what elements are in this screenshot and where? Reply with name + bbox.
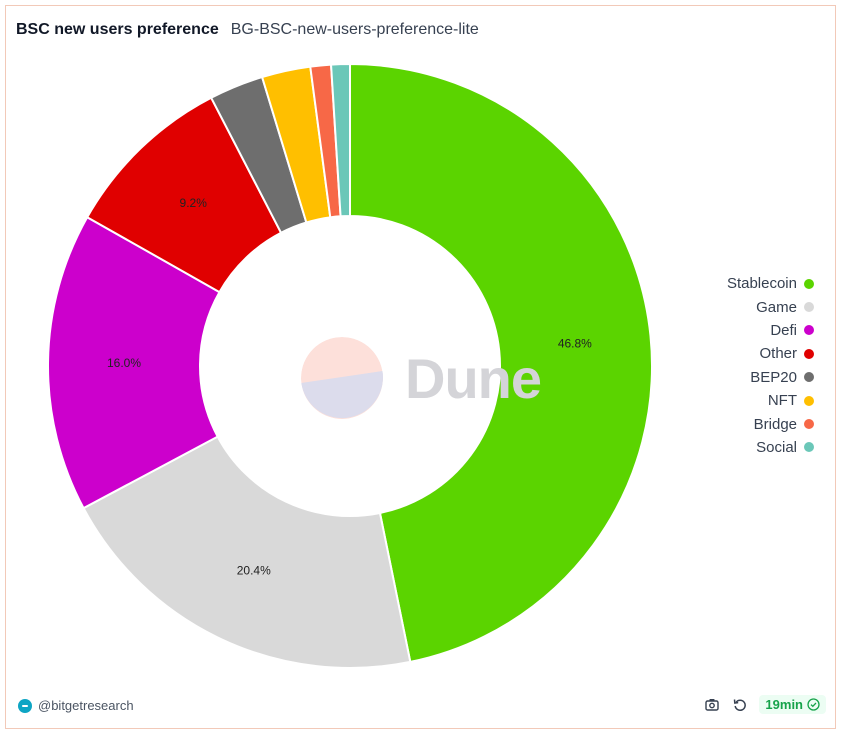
legend-item-bridge[interactable]: Bridge	[754, 412, 814, 435]
legend-item-defi[interactable]: Defi	[770, 319, 814, 342]
dune-logo-icon	[301, 337, 383, 419]
slice-label-game: 20.4%	[237, 563, 271, 577]
refresh-badge[interactable]: 19min	[759, 695, 826, 714]
legend-item-bep20[interactable]: BEP20	[750, 366, 814, 389]
legend-dot	[804, 395, 814, 406]
legend-dot	[804, 442, 814, 453]
camera-icon[interactable]	[703, 696, 721, 714]
legend-dot	[804, 302, 814, 313]
legend-dot	[804, 278, 814, 289]
legend-label: Defi	[770, 321, 797, 339]
chart-subtitle: BG-BSC-new-users-preference-lite	[230, 21, 479, 38]
legend-dot	[804, 325, 814, 336]
slice-label-other: 9.2%	[180, 196, 208, 210]
avatar	[18, 698, 32, 713]
chart-header: BSC new users preference BG-BSC-new-user…	[16, 18, 479, 42]
legend-item-social[interactable]: Social	[756, 436, 814, 459]
legend-label: NFT	[767, 392, 797, 410]
slice-defi[interactable]	[47, 215, 221, 510]
slice-label-stablecoin: 46.8%	[558, 336, 592, 350]
dune-watermark: Dune	[301, 337, 542, 419]
slice-stablecoin[interactable]	[349, 62, 653, 664]
legend-label: Stablecoin	[726, 275, 797, 293]
legend-dot	[804, 372, 814, 383]
legend-label: Social	[756, 438, 797, 456]
chart-title: BSC new users preference	[16, 21, 219, 38]
legend-label: Game	[756, 298, 797, 316]
chart-legend: Stablecoin Game Defi Other BEP20 NFT Bridge Soc…	[727, 272, 814, 459]
legend-label: Bridge	[753, 415, 797, 433]
legend-item-nft[interactable]: NFT	[768, 389, 814, 412]
legend-label: Other	[759, 345, 797, 363]
check-circle-icon	[807, 698, 820, 711]
legend-dot	[804, 419, 814, 430]
slice-game[interactable]	[82, 435, 412, 669]
author-tag[interactable]: @bitgetresearch	[18, 698, 134, 713]
legend-label: BEP20	[750, 368, 797, 386]
author-name: @bitgetresearch	[38, 698, 134, 713]
dune-watermark-text: Dune	[405, 346, 542, 410]
legend-dot	[804, 348, 814, 359]
legend-item-game[interactable]: Game	[756, 295, 814, 318]
legend-item-stablecoin[interactable]: Stablecoin	[727, 272, 814, 295]
legend-item-other[interactable]: Other	[759, 342, 814, 365]
footer-actions: 19min	[703, 695, 826, 714]
slice-social[interactable]	[329, 62, 351, 218]
refresh-time: 19min	[765, 697, 803, 712]
slice-label-defi: 16.0%	[107, 356, 141, 370]
refresh-icon[interactable]	[731, 696, 749, 714]
